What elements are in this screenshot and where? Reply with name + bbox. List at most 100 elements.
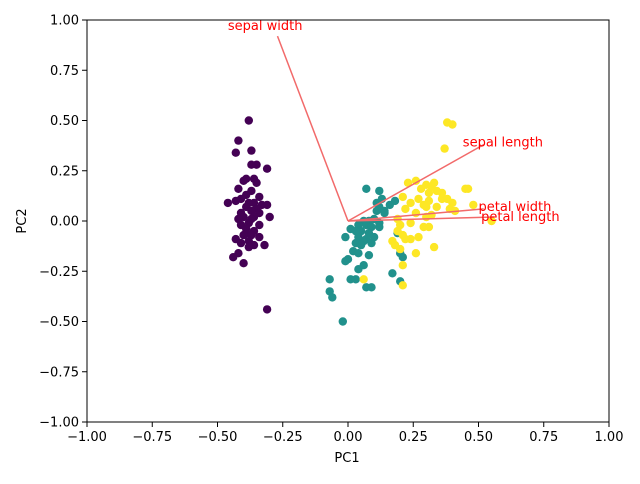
scatter-point (262, 305, 272, 314)
loading-vector-label: sepal width (228, 19, 303, 34)
scatter-point (437, 194, 447, 204)
scatter-point (401, 234, 410, 244)
scatter-point (398, 253, 407, 262)
plot-area: sepal width sepal length petal widthpetal … (86, 19, 610, 423)
x-tick-label: −0.75 (132, 430, 172, 445)
scatter-point (255, 192, 264, 202)
x-axis: −1.00 −0.75 −0.50 −0.25 0.00 0.25 0.50 0.75 1.00 (67, 422, 623, 445)
y-axis: −1.00 −0.75 −0.50 −0.25 0.00 0.25 0.50 0.75 1.00 (39, 14, 87, 431)
scatter-point (223, 198, 233, 208)
scatter-point (362, 184, 371, 193)
loading-vector-line (347, 208, 484, 222)
y-tick-label: −0.25 (39, 265, 79, 280)
x-tick-label: −1.00 (67, 430, 107, 445)
scatter-point (406, 198, 415, 208)
scatter-point (396, 244, 405, 254)
scatter-point (255, 232, 264, 242)
scatter-point (239, 176, 248, 185)
scatter-point (234, 184, 243, 193)
scatter-point (385, 200, 394, 210)
loading-vector-line (276, 35, 349, 222)
scatter-point (255, 220, 264, 230)
scatter-point (265, 212, 274, 222)
x-tick-label: −0.25 (263, 430, 303, 445)
scatter-point (440, 144, 449, 153)
x-tick-label: 0.50 (464, 430, 493, 445)
scatter-point (422, 202, 431, 212)
scatter-point (338, 317, 347, 326)
scatter-point (229, 253, 238, 262)
scatter-point (341, 232, 350, 242)
y-axis-label: PC2 (15, 208, 30, 233)
scatter-point (364, 251, 374, 260)
loading-vector-label: sepal length (463, 136, 543, 151)
scatter-point (375, 186, 384, 196)
scatter-point (398, 281, 407, 290)
scatter-point (260, 240, 269, 250)
y-tick-label: −1.00 (39, 416, 79, 431)
scatter-point (401, 204, 410, 214)
loading-vector-label: petal length (481, 210, 559, 225)
x-tick-label: 1.00 (595, 430, 624, 445)
scatter-point (437, 188, 447, 198)
loading-vector-line (347, 216, 495, 222)
scatter-point (354, 249, 363, 258)
scatter-point (448, 120, 457, 129)
scatter-point (252, 178, 261, 187)
scatter-point (247, 146, 256, 155)
scatter-point (247, 160, 256, 169)
scatter-point (432, 202, 441, 212)
scatter-point (416, 184, 426, 193)
y-tick-label: 0.50 (50, 114, 79, 129)
scatter-point (351, 275, 360, 284)
loading-vectors: sepal width sepal length petal widthpetal … (228, 19, 560, 225)
x-tick-label: 0.75 (529, 430, 558, 445)
scatter-point (419, 222, 428, 232)
scatter-point (341, 257, 350, 266)
scatter-point (429, 242, 439, 252)
scatter-point (367, 238, 376, 248)
y-tick-label: 0.00 (50, 215, 79, 230)
scatter-point (487, 216, 496, 226)
scatter-point (469, 200, 478, 210)
scatter-point (424, 188, 434, 198)
y-tick-label: 0.75 (50, 64, 79, 79)
scatter-point (414, 232, 423, 242)
scatter-point (359, 275, 368, 284)
y-tick-label: 0.25 (50, 164, 79, 179)
scatter-point (406, 218, 415, 228)
scatter-point (380, 208, 389, 218)
x-axis-label: PC1 (334, 451, 359, 466)
scatter-point (356, 240, 366, 250)
scatter-point (398, 261, 407, 270)
scatter-point (328, 293, 337, 302)
scatter-point (463, 184, 473, 193)
scatter-point (244, 116, 253, 125)
scatter-point (262, 200, 272, 210)
scatter-point (231, 196, 240, 206)
loading-vector-label: petal width (479, 200, 552, 215)
scatter-point (411, 176, 421, 185)
x-tick-label: −0.50 (198, 430, 238, 445)
y-tick-label: −0.75 (39, 365, 79, 380)
scatter-point (262, 164, 272, 173)
x-tick-label: 0.00 (334, 430, 363, 445)
scatter-point (244, 242, 253, 252)
y-tick-label: −0.50 (39, 315, 79, 330)
scatter-point (236, 238, 246, 248)
scatter-point (354, 265, 363, 274)
scatter-point (367, 283, 376, 292)
scatter-point (239, 259, 248, 268)
scatter-point (239, 230, 248, 240)
scatter-point (234, 136, 243, 145)
scatter-point (388, 269, 397, 278)
scatter-point (398, 192, 407, 202)
scatter-point (411, 249, 421, 258)
loading-vector-line (347, 143, 485, 222)
scatter-point (231, 148, 240, 157)
x-tick-label: 0.25 (399, 430, 428, 445)
scatter-point (375, 222, 384, 232)
